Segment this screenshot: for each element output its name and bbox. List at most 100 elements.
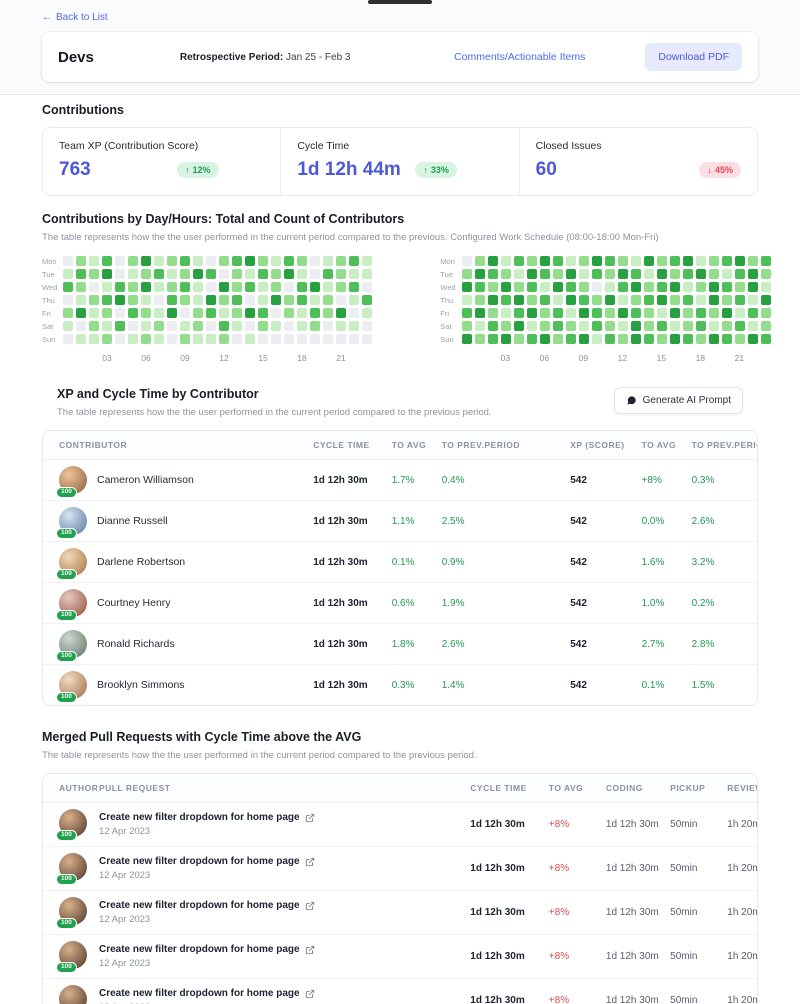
heatmap-cell[interactable] (539, 321, 550, 331)
heatmap-cell[interactable] (128, 295, 139, 305)
heatmap-cell[interactable] (474, 321, 485, 331)
heatmap-cell[interactable] (695, 295, 706, 305)
heatmap-cell[interactable] (89, 256, 100, 266)
heatmap-cell[interactable] (284, 269, 295, 279)
heatmap-cell[interactable] (474, 308, 485, 318)
heatmap-cell[interactable] (349, 321, 360, 331)
heatmap-cell[interactable] (362, 282, 373, 292)
contributor-row[interactable]: 100 Dianne Russell 1d 12h 30m 1.1% 2.5% … (43, 500, 757, 542)
heatmap-cell[interactable] (336, 334, 347, 344)
heatmap-cell[interactable] (362, 295, 373, 305)
heatmap-cell[interactable] (232, 295, 243, 305)
heatmap-cell[interactable] (180, 308, 191, 318)
heatmap-cell[interactable] (513, 269, 524, 279)
heatmap-cell[interactable] (362, 334, 373, 344)
heatmap-cell[interactable] (461, 321, 472, 331)
heatmap-cell[interactable] (526, 269, 537, 279)
heatmap-cell[interactable] (63, 269, 74, 279)
heatmap-cell[interactable] (656, 282, 667, 292)
heatmap-cell[interactable] (310, 295, 321, 305)
heatmap-cell[interactable] (669, 295, 680, 305)
heatmap-cell[interactable] (141, 334, 152, 344)
heatmap-cell[interactable] (669, 256, 680, 266)
heatmap-cell[interactable] (154, 321, 165, 331)
contributor-row[interactable]: 100 Cameron Williamson 1d 12h 30m 1.7% 0… (43, 459, 757, 501)
heatmap-cell[interactable] (526, 295, 537, 305)
heatmap-cell[interactable] (695, 321, 706, 331)
heatmap-cell[interactable] (617, 269, 628, 279)
heatmap-cell[interactable] (734, 256, 745, 266)
heatmap-cell[interactable] (141, 256, 152, 266)
heatmap-cell[interactable] (89, 334, 100, 344)
back-link[interactable]: ← Back to List (42, 12, 108, 23)
heatmap-cell[interactable] (487, 334, 498, 344)
heatmap-cell[interactable] (154, 308, 165, 318)
heatmap-cell[interactable] (656, 256, 667, 266)
heatmap-cell[interactable] (734, 321, 745, 331)
heatmap-cell[interactable] (591, 295, 602, 305)
heatmap-cell[interactable] (708, 282, 719, 292)
heatmap-cell[interactable] (474, 334, 485, 344)
heatmap-cell[interactable] (630, 282, 641, 292)
heatmap-cell[interactable] (271, 308, 282, 318)
heatmap-cell[interactable] (682, 334, 693, 344)
heatmap-cell[interactable] (206, 256, 217, 266)
heatmap-cell[interactable] (565, 269, 576, 279)
heatmap-cell[interactable] (474, 295, 485, 305)
heatmap-cell[interactable] (245, 269, 256, 279)
heatmap-cell[interactable] (734, 282, 745, 292)
heatmap-cell[interactable] (102, 308, 113, 318)
heatmap-cell[interactable] (565, 334, 576, 344)
heatmap-cell[interactable] (747, 256, 758, 266)
heatmap-cell[interactable] (500, 308, 511, 318)
heatmap-cell[interactable] (310, 282, 321, 292)
heatmap-cell[interactable] (206, 308, 217, 318)
heatmap-cell[interactable] (604, 308, 615, 318)
heatmap-cell[interactable] (336, 308, 347, 318)
heatmap-cell[interactable] (154, 256, 165, 266)
heatmap-cell[interactable] (193, 334, 204, 344)
heatmap-cell[interactable] (591, 256, 602, 266)
heatmap-cell[interactable] (734, 308, 745, 318)
heatmap-cell[interactable] (500, 256, 511, 266)
heatmap-cell[interactable] (461, 308, 472, 318)
heatmap-cell[interactable] (141, 282, 152, 292)
heatmap-cell[interactable] (271, 334, 282, 344)
generate-ai-prompt-button[interactable]: Generate AI Prompt (613, 387, 743, 414)
heatmap-cell[interactable] (630, 269, 641, 279)
heatmap-cell[interactable] (539, 282, 550, 292)
heatmap-cell[interactable] (219, 308, 230, 318)
heatmap-cell[interactable] (656, 308, 667, 318)
heatmap-cell[interactable] (323, 308, 334, 318)
heatmap-cell[interactable] (102, 282, 113, 292)
pr-title-link[interactable]: Create new filter dropdown for home page (98, 944, 300, 955)
heatmap-cell[interactable] (63, 334, 74, 344)
heatmap-cell[interactable] (336, 269, 347, 279)
heatmap-cell[interactable] (461, 334, 472, 344)
heatmap-cell[interactable] (297, 282, 308, 292)
heatmap-cell[interactable] (206, 269, 217, 279)
heatmap-cell[interactable] (643, 256, 654, 266)
external-link-icon[interactable] (305, 989, 315, 999)
heatmap-cell[interactable] (643, 308, 654, 318)
heatmap-cell[interactable] (669, 282, 680, 292)
heatmap-cell[interactable] (669, 308, 680, 318)
heatmap-cell[interactable] (565, 321, 576, 331)
heatmap-cell[interactable] (682, 295, 693, 305)
heatmap-cell[interactable] (76, 334, 87, 344)
heatmap-cell[interactable] (63, 308, 74, 318)
heatmap-cell[interactable] (323, 269, 334, 279)
heatmap-cell[interactable] (323, 321, 334, 331)
heatmap-cell[interactable] (565, 308, 576, 318)
heatmap-cell[interactable] (219, 256, 230, 266)
heatmap-cell[interactable] (643, 269, 654, 279)
heatmap-cell[interactable] (167, 308, 178, 318)
heatmap-cell[interactable] (734, 269, 745, 279)
heatmap-cell[interactable] (219, 295, 230, 305)
heatmap-cell[interactable] (128, 256, 139, 266)
heatmap-cell[interactable] (310, 308, 321, 318)
heatmap-cell[interactable] (721, 295, 732, 305)
heatmap-cell[interactable] (695, 256, 706, 266)
heatmap-cell[interactable] (513, 295, 524, 305)
heatmap-cell[interactable] (323, 256, 334, 266)
